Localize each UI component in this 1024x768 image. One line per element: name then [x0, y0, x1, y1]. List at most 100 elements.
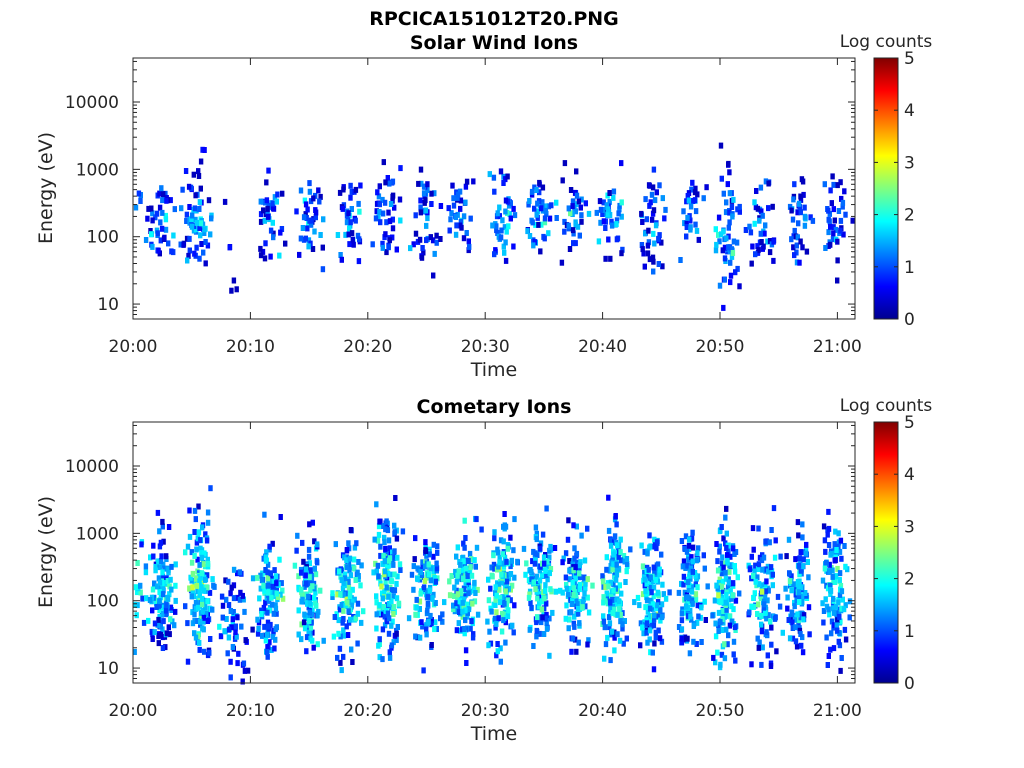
spectrogram-cell — [650, 254, 656, 261]
spectrogram-cell — [488, 585, 493, 592]
burst-14 — [632, 532, 672, 673]
spectrogram-cell — [349, 646, 354, 653]
spectrogram-cell — [640, 624, 645, 631]
spectrogram-cell — [801, 612, 807, 619]
spectrogram-cell — [274, 624, 279, 631]
spectrogram-cell — [159, 553, 164, 560]
spectrogram-cell — [715, 567, 721, 574]
spectrogram-cell — [508, 563, 513, 570]
spectrogram-cell — [430, 237, 436, 244]
spectrogram-cell — [194, 244, 199, 251]
spectrogram-cell — [457, 222, 463, 229]
spectrogram-cell — [301, 558, 306, 565]
spectrogram-cell — [536, 221, 541, 228]
spectrogram-cell — [617, 637, 623, 644]
spectrogram-cell — [308, 567, 314, 574]
spectrogram-cell — [310, 607, 315, 614]
spectrogram-cell — [374, 501, 379, 508]
spectrogram-cell — [769, 568, 775, 575]
spectrogram-cell — [440, 618, 445, 625]
spectrogram-cell — [265, 575, 271, 582]
cometary-colorbar — [873, 421, 899, 684]
spectrogram-cell — [508, 215, 513, 222]
spectrogram-cell — [353, 577, 358, 583]
spectrogram-cell — [832, 609, 837, 616]
spectrogram-cell — [577, 574, 583, 581]
spectrogram-cell — [172, 622, 177, 629]
spectrogram-cell — [278, 514, 283, 520]
spectrogram-cell — [725, 596, 730, 603]
spectrogram-cell — [651, 593, 656, 600]
spectrogram-cell — [652, 543, 657, 550]
spectrogram-cell — [602, 655, 607, 662]
spectrogram-cell — [132, 601, 138, 608]
spectrogram-cell — [601, 618, 607, 625]
spectrogram-cell — [760, 212, 765, 219]
spectrogram-cell — [687, 650, 693, 657]
spectrogram-cell — [163, 212, 168, 219]
spectrogram-cell — [758, 230, 763, 237]
spectrogram-cell — [527, 198, 532, 204]
spectrogram-cell — [648, 597, 653, 604]
spectrogram-cell — [574, 168, 579, 175]
spectrogram-cell — [421, 249, 426, 256]
spectrogram-cell — [413, 633, 418, 640]
spectrogram-cell — [529, 576, 534, 583]
spectrogram-cell — [656, 627, 661, 634]
spectrogram-cell — [190, 570, 196, 577]
spectrogram-cell — [390, 618, 395, 625]
spectrogram-cell — [500, 551, 506, 558]
spectrogram-cell — [505, 613, 511, 620]
spectrogram-cell — [263, 240, 268, 247]
spectrogram-cell — [655, 602, 660, 609]
spectrogram-cell — [306, 604, 311, 611]
spectrogram-cell — [652, 640, 657, 647]
spectrogram-cell — [376, 573, 381, 580]
spectrogram-cell — [822, 565, 828, 572]
spectrogram-cell — [503, 239, 508, 246]
spectrogram-cell — [640, 591, 646, 598]
spectrogram-cell — [598, 206, 604, 213]
spectrogram-cell — [455, 591, 460, 598]
spectrogram-cell — [242, 608, 247, 615]
spectrogram-cell — [434, 626, 439, 632]
spectrogram-cell — [156, 633, 161, 639]
spectrogram-cell — [258, 585, 263, 592]
spectrogram-cell — [632, 599, 637, 606]
spectrogram-cell — [344, 547, 350, 553]
spectrogram-cell — [758, 595, 764, 602]
spectrogram-cell — [651, 268, 656, 275]
spectrogram-cell — [542, 605, 547, 612]
spectrogram-cell — [390, 178, 396, 185]
spectrogram-cell — [699, 639, 704, 645]
burst-5 — [292, 519, 326, 655]
spectrogram-cell — [165, 578, 170, 584]
spectrogram-cell — [544, 572, 549, 579]
spectrogram-cell — [574, 559, 580, 566]
spectrogram-cell — [431, 568, 436, 575]
spectrogram-cell — [800, 599, 805, 605]
spectrogram-cell — [796, 589, 801, 596]
spectrogram-cell — [835, 617, 840, 624]
spectrogram-cell — [719, 560, 725, 567]
spectrogram-cell — [423, 207, 429, 214]
spectrogram-cell — [641, 630, 646, 637]
spectrogram-cell — [654, 565, 659, 572]
spectrogram-cell — [499, 560, 504, 567]
spectrogram-cell — [192, 250, 197, 257]
spectrogram-cell — [539, 606, 545, 613]
spectrogram-cell — [163, 607, 169, 614]
spectrogram-cell — [660, 581, 665, 588]
spectrogram-cell — [158, 539, 164, 546]
spectrogram-cell — [295, 532, 300, 539]
spectrogram-cell — [690, 558, 695, 565]
spectrogram-cell — [526, 594, 532, 601]
spectrogram-cell — [755, 205, 761, 212]
spectrogram-cell — [502, 249, 507, 256]
spectrogram-cell — [307, 560, 312, 567]
spectrogram-cell — [838, 537, 844, 544]
spectrogram-cell — [679, 635, 684, 642]
